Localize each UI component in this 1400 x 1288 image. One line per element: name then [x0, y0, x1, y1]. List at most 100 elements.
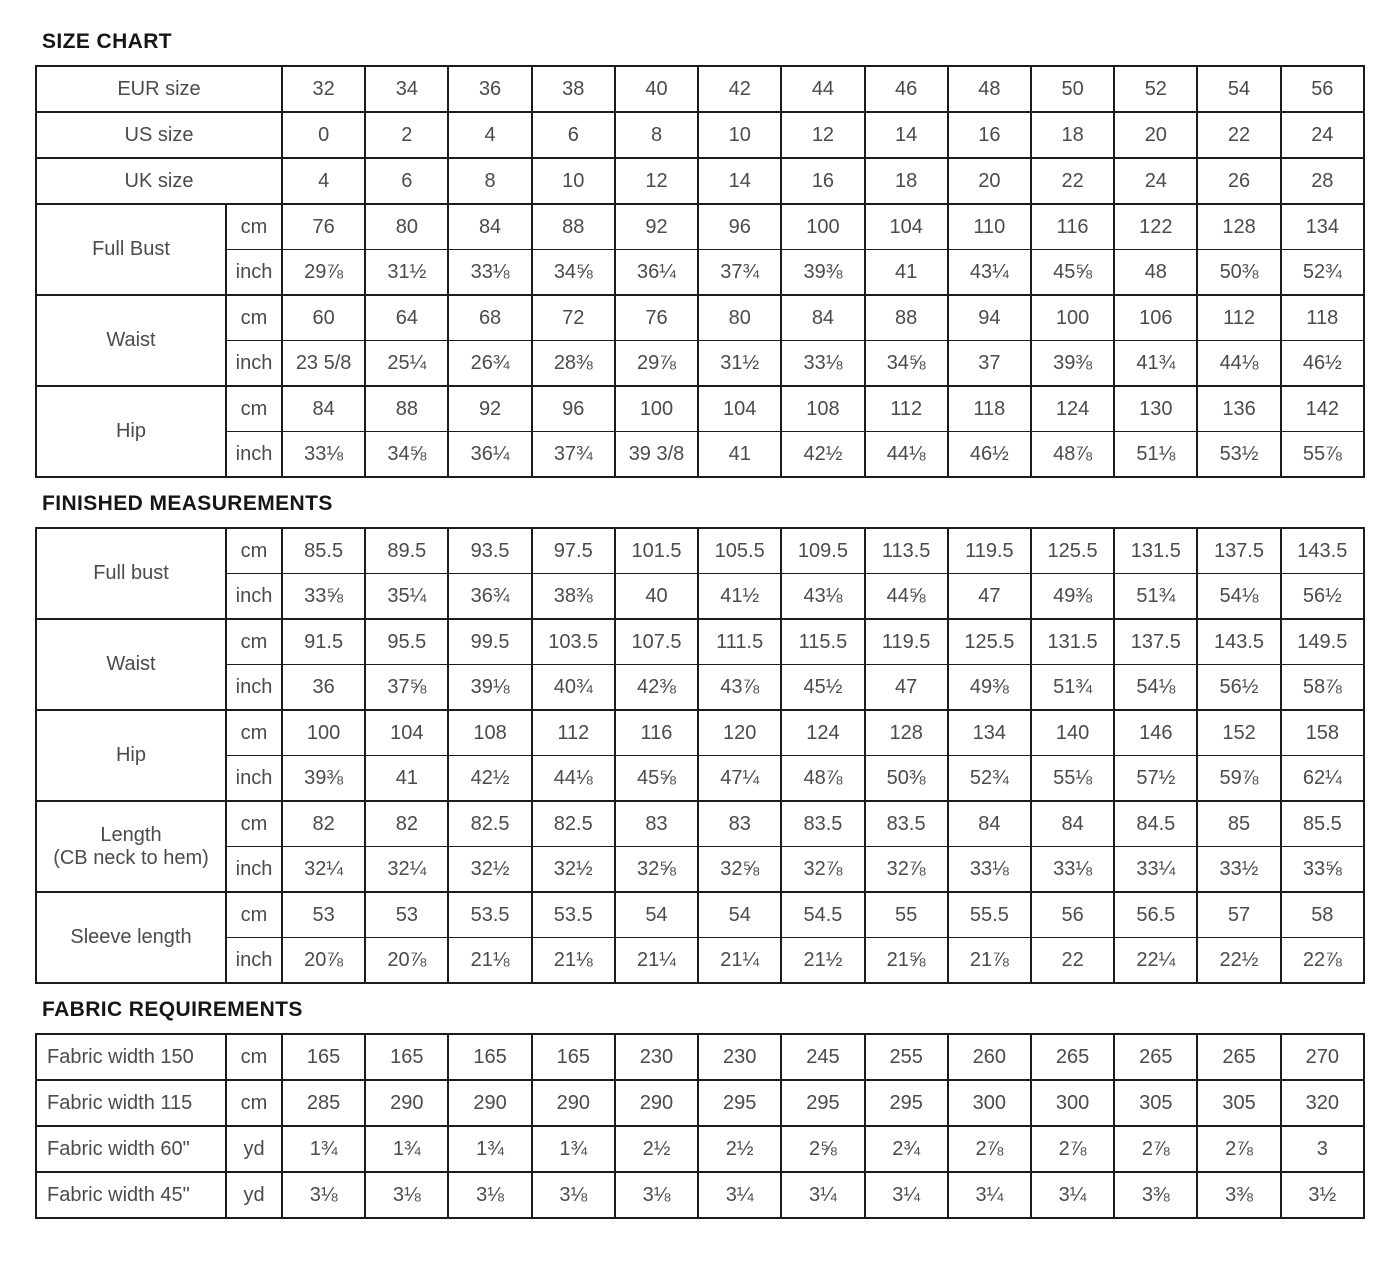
value-cell: 44⅝ — [863, 573, 949, 620]
value-cell: 125.5 — [1029, 527, 1116, 574]
value-cell: 50⅜ — [863, 755, 949, 802]
value-cell: 101.5 — [613, 527, 700, 574]
value-cell: 290 — [530, 1079, 616, 1127]
value-cell: 21⅞ — [946, 937, 1032, 984]
value-cell: 6 — [364, 157, 450, 205]
value-cell: 80 — [697, 294, 783, 341]
value-cell: 40 — [613, 65, 700, 113]
value-cell: 2¾ — [863, 1125, 949, 1173]
value-cell: 84 — [946, 800, 1032, 847]
value-cell: 14 — [863, 111, 949, 159]
unit-cell: cm — [224, 385, 284, 432]
table-row: inch 33⅛ 34⅝ 36¼ 37¾ 39 3/8 41 42½ 44⅛ 46½ 48⅞ 51⅛ 5… — [36, 431, 1366, 478]
value-cell: 21⅛ — [530, 937, 616, 984]
value-cell: 265 — [1029, 1033, 1116, 1081]
value-cell: 43⅞ — [697, 664, 783, 711]
value-cell: 104 — [863, 203, 949, 250]
row-label: Hip — [35, 709, 227, 802]
value-cell: 49⅜ — [946, 664, 1032, 711]
value-cell: 100 — [280, 709, 367, 756]
value-cell: 48⅞ — [780, 755, 866, 802]
value-cell: 37⅝ — [364, 664, 450, 711]
value-cell: 52¾ — [946, 755, 1032, 802]
value-cell: 82 — [280, 800, 367, 847]
value-cell: 54⅛ — [1113, 664, 1199, 711]
value-cell: 140 — [1029, 709, 1116, 756]
fabric-requirements-table: Fabric width 150 cm 165 165 165 165 230 230 245 2… — [35, 1033, 1366, 1219]
value-cell: 3½ — [1279, 1171, 1366, 1219]
value-cell: 20 — [1113, 111, 1199, 159]
value-cell: 3¼ — [1029, 1171, 1116, 1219]
value-cell: 52 — [1113, 65, 1199, 113]
value-cell: 105.5 — [697, 527, 783, 574]
table-row: inch 20⅞ 20⅞ 21⅛ 21⅛ 21¼ 21¼ 21½ 21⅝ 21⅞ 22 22¼ 22½ 2… — [36, 937, 1366, 984]
value-cell: 47¼ — [697, 755, 783, 802]
value-cell: 85 — [1196, 800, 1282, 847]
value-cell: 131.5 — [1029, 618, 1116, 665]
value-cell: 34⅝ — [364, 431, 450, 478]
value-cell: 41 — [697, 431, 783, 478]
value-cell: 50 — [1029, 65, 1116, 113]
value-cell: 119.5 — [946, 527, 1032, 574]
value-cell: 320 — [1279, 1079, 1366, 1127]
value-cell: 290 — [613, 1079, 700, 1127]
finished-measurements-table: Full bust cm 85.5 89.5 93.5 97.5 101.5 105.5 109… — [35, 527, 1366, 984]
row-label: Length (CB neck to hem) — [35, 800, 227, 893]
value-cell: 43⅛ — [780, 573, 866, 620]
size-chart-page: SIZE CHART EUR size 32 34 36 38 40 42 44 46 48 50 5… — [34, 30, 1366, 1219]
value-cell: 32½ — [530, 846, 616, 893]
value-cell: 55⅞ — [1279, 431, 1366, 478]
value-cell: 116 — [613, 709, 700, 756]
value-cell: 32 — [281, 65, 367, 113]
row-label: Fabric width 115 — [35, 1079, 227, 1127]
value-cell: 84.5 — [1113, 800, 1199, 847]
value-cell: 84 — [780, 294, 866, 341]
value-cell: 103.5 — [530, 618, 616, 665]
value-cell: 53 — [364, 891, 450, 938]
value-cell: 265 — [1113, 1033, 1199, 1081]
value-cell: 22 — [1029, 937, 1116, 984]
value-cell: 55⅛ — [1029, 755, 1116, 802]
value-cell: 230 — [613, 1033, 700, 1081]
value-cell: 100 — [613, 385, 700, 432]
unit-cell: cm — [225, 709, 283, 756]
value-cell: 55.5 — [946, 891, 1032, 938]
row-label: Full bust — [35, 527, 227, 620]
value-cell: 128 — [1196, 203, 1282, 250]
value-cell: 10 — [530, 157, 616, 205]
value-cell: 68 — [447, 294, 533, 341]
value-cell: 295 — [697, 1079, 783, 1127]
value-cell: 130 — [1113, 385, 1199, 432]
row-label: Fabric width 150 — [35, 1033, 227, 1081]
value-cell: 42½ — [780, 431, 866, 478]
value-cell: 56.5 — [1113, 891, 1199, 938]
value-cell: 28 — [1279, 157, 1366, 205]
value-cell: 85.5 — [1279, 800, 1366, 847]
value-cell: 32⅞ — [780, 846, 866, 893]
value-cell: 3⅛ — [364, 1171, 450, 1219]
value-cell: 230 — [697, 1033, 783, 1081]
table-row: inch 33⅝ 35¼ 36¾ 38⅜ 40 41½ 43⅛ 44⅝ 47 49⅜ 51¾ 54⅛ 56… — [36, 573, 1366, 620]
value-cell: 55 — [863, 891, 949, 938]
table-row: Waist cm 91.5 95.5 99.5 103.5 107.5 111.5 115.5 1… — [35, 618, 1366, 711]
value-cell: 39⅜ — [1029, 340, 1116, 387]
value-cell: 21½ — [780, 937, 866, 984]
value-cell: 92 — [613, 203, 700, 250]
section-title-finished-measurements: FINISHED MEASUREMENTS — [42, 492, 333, 515]
value-cell: 104 — [364, 709, 450, 756]
value-cell: 38⅜ — [530, 573, 616, 620]
value-cell: 82.5 — [530, 800, 616, 847]
value-cell: 118 — [946, 385, 1032, 432]
value-cell: 143.5 — [1196, 618, 1282, 665]
value-cell: 109.5 — [780, 527, 866, 574]
value-cell: 88 — [863, 294, 949, 341]
value-cell: 3¼ — [946, 1171, 1032, 1219]
value-cell: 54⅛ — [1196, 573, 1282, 620]
value-cell: 134 — [946, 709, 1032, 756]
value-cell: 137.5 — [1113, 618, 1199, 665]
value-cell: 83 — [697, 800, 783, 847]
table-row: Full Bust cm 76 80 84 88 92 96 100 104 110 116 122 12… — [35, 203, 1366, 296]
value-cell: 88 — [530, 203, 616, 250]
value-cell: 113.5 — [863, 527, 949, 574]
row-label: US size — [34, 111, 284, 159]
